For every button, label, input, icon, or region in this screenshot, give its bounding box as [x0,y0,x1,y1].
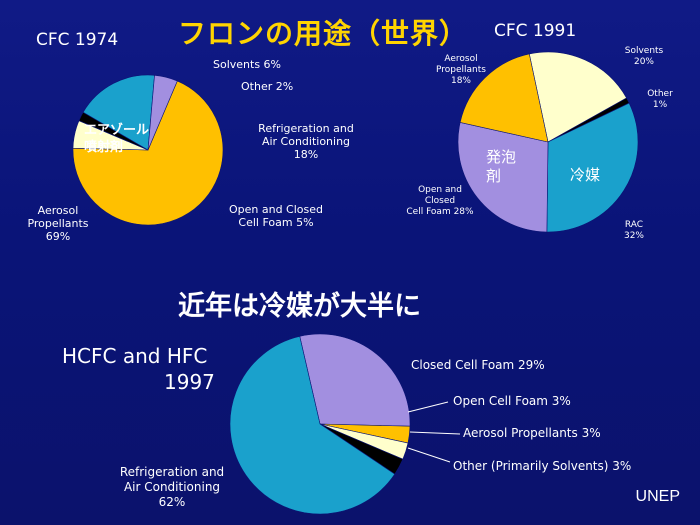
label-line: 1% [652,100,668,110]
label-line: Refrigeration and [258,122,354,135]
pie-slice-1 [528,51,627,143]
pie-chart-cfc1991 [457,51,639,233]
page-title: フロンの用途（世界） [178,17,469,50]
label-c3-rac: Refrigeration and Air Conditioning 62% [108,465,236,510]
label-c3-open-foam: Open Cell Foam 3% [453,394,571,408]
label-c3-other: Other (Primarily Solvents) 3% [453,459,632,473]
leader-line-2 [409,431,461,435]
label-line: Open and Closed [228,203,323,216]
label-line: Refrigeration and [119,465,225,479]
label-line: Aerosol [444,54,478,64]
leader-line-1 [407,401,449,413]
inner-label-c2-coolant: 冷媒 [570,166,601,184]
label-line: Cell Foam 5% [238,216,314,229]
pie-slice-3 [546,102,639,233]
label-line: 洗浄 [564,76,595,94]
label-c2-other: Other 1% [640,89,680,111]
label-line: 剤 [486,167,502,185]
label-line: 69% [45,230,71,243]
inner-label-c2-foam: 発泡 剤 [486,148,516,186]
label-line: 噴射剤 [84,140,124,155]
pie-slice-4 [82,74,155,151]
pie-slice-5 [229,335,396,515]
leader-line-3 [407,447,451,463]
label-line: Other [647,89,673,99]
label-c1-other: Other 2% [241,80,294,93]
label-c2-aerosol: Aerosol Propellants 18% [423,54,499,87]
pie-slice-5 [147,74,178,151]
label-c2-solvents: Solvents 20% [619,46,669,68]
label-c1-aerosol: Aerosol Propellants 69% [22,204,94,243]
pie-chart-cfc1974 [72,74,224,226]
label-c2-foam: Open and Closed Cell Foam 28% [396,185,484,218]
chart-title-hcfc1997: HCFC and HFC 1997 [62,343,215,395]
label-line: 剤 [564,95,580,113]
label-c1-solvents: Solvents 6% [213,58,282,71]
label-line: 発泡 [486,148,517,166]
chart-title-line-1: HCFC and HFC [62,344,208,368]
pie-slice-1 [72,80,224,226]
inner-label-c1-aerosol: エアゾール 噴射剤 [84,122,149,156]
page-subtitle: 近年は冷媒が大半に [178,291,421,322]
label-line: Open and [418,185,462,195]
label-c1-foam: Open and Closed Cell Foam 5% [222,203,330,229]
label-line: 18% [293,148,319,161]
leader-lines [407,401,461,463]
label-c2-rac: RAC 32% [614,220,654,242]
label-line: Propellants [27,217,89,230]
label-line: Air Conditioning [123,480,221,494]
label-line: 18% [450,76,471,86]
label-line: エアゾール [84,123,150,138]
chart-title-cfc1991: CFC 1991 [494,21,577,41]
chart-title-line-2: 1997 [164,370,215,394]
label-line: Air Conditioning [261,135,351,148]
chart-title-cfc1974: CFC 1974 [36,30,119,50]
label-c3-aerosol: Aerosol Propellants 3% [463,426,601,440]
label-line: Closed [424,196,456,206]
pie-chart-hcfc1997 [229,333,411,515]
label-line: Solvents [624,46,664,56]
label-line: Aerosol [37,204,79,217]
pie-slice-1 [299,333,411,427]
inner-label-c2-solvents: 洗浄 剤 [564,76,594,114]
pie-slice-5 [459,53,549,143]
label-line: RAC [624,220,644,230]
label-line: 20% [633,57,654,67]
label-c1-rac: Refrigeration and Air Conditioning 18% [252,122,360,161]
label-line: Cell Foam 28% [406,207,474,217]
label-line: 32% [623,231,644,241]
label-line: Propellants [436,65,486,75]
label-c3-closed-foam: Closed Cell Foam 29% [411,358,545,372]
label-line: 62% [158,495,186,509]
unep-footer: UNEP [635,488,680,505]
pie-slice-4 [457,122,549,233]
